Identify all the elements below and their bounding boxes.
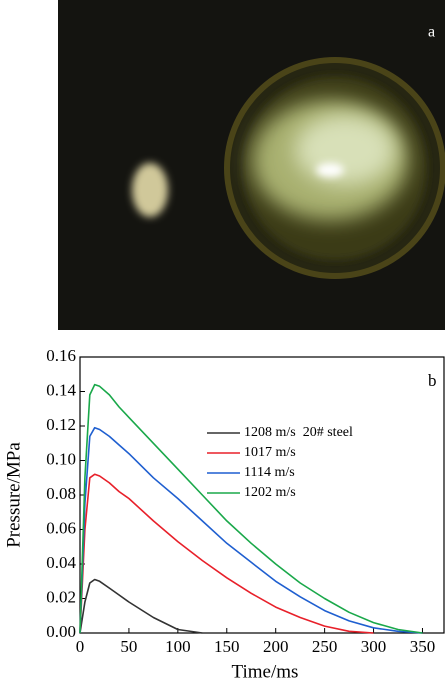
photo: a [58, 0, 445, 330]
y-tick-label: 0.16 [46, 346, 76, 365]
legend-label: 1017 m/s [244, 445, 296, 460]
legend-label: 1114 m/s [244, 465, 295, 480]
y-tick-label: 0.08 [46, 484, 76, 503]
y-axis-label: Pressure/MPa [3, 442, 24, 548]
x-tick-label: 100 [165, 637, 191, 656]
panel-label: b [428, 371, 437, 390]
x-tick-label: 350 [410, 637, 436, 656]
legend-label: 1208 m/s 20# steel [244, 425, 353, 440]
series-line [79, 473, 374, 634]
x-axis-label: Time/ms [232, 661, 299, 682]
x-tick-label: 0 [76, 637, 85, 656]
y-tick-label: 0.10 [46, 449, 76, 468]
y-tick-label: 0.12 [46, 415, 76, 434]
y-tick-label: 0.06 [46, 518, 76, 537]
panel-label: a [428, 24, 435, 41]
x-tick-label: 250 [312, 637, 338, 656]
y-tick-label: 0.02 [46, 587, 76, 606]
x-tick-label: 50 [120, 637, 137, 656]
legend-label: 1202 m/s [244, 485, 296, 500]
x-tick-label: 200 [263, 637, 289, 656]
y-tick-label: 0.14 [46, 380, 76, 399]
series-line [79, 578, 203, 634]
x-tick-label: 300 [361, 637, 387, 656]
y-tick-label: 0.04 [46, 553, 76, 572]
series-line [79, 426, 423, 634]
series-line [79, 383, 423, 634]
y-tick-label: 0.00 [46, 622, 76, 641]
x-tick-label: 150 [214, 637, 240, 656]
